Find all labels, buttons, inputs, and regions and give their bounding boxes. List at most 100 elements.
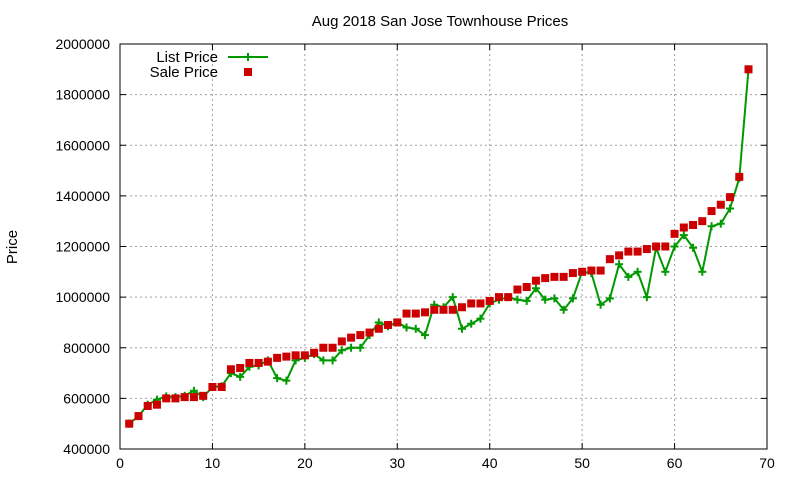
legend-label-sale-price: Sale Price <box>150 64 218 81</box>
sale-price-point <box>448 305 457 314</box>
sale-price-point <box>707 207 716 216</box>
sale-price-point <box>319 343 328 352</box>
legend-label-list-price: List Price <box>156 49 218 66</box>
sale-price-point <box>550 272 559 281</box>
sale-price-point <box>670 229 679 238</box>
list-price-point <box>550 294 559 303</box>
x-tick-label: 10 <box>205 455 221 471</box>
list-price-point <box>707 222 716 231</box>
sale-price-point <box>661 242 670 251</box>
sale-price-point <box>504 293 513 302</box>
sale-price-point <box>143 401 152 410</box>
y-tick-label: 2000000 <box>55 36 110 52</box>
sale-price-point <box>291 351 300 360</box>
list-price-point <box>328 356 337 365</box>
list-price-point <box>615 260 624 269</box>
y-axis-title: Price <box>4 230 21 264</box>
sale-price-point <box>337 337 346 346</box>
sale-price-point <box>689 220 698 229</box>
sale-price-point <box>485 296 494 305</box>
sale-price-point <box>347 333 356 342</box>
list-price-point <box>319 356 328 365</box>
sale-price-point <box>393 318 402 327</box>
list-price-point <box>559 305 568 314</box>
list-price-point <box>716 219 725 228</box>
sale-price-point <box>171 394 180 403</box>
sale-price-point <box>374 324 383 333</box>
list-price-point <box>236 372 245 381</box>
x-tick-label: 60 <box>667 455 683 471</box>
sale-price-point <box>152 400 161 409</box>
legend: List Price Sale Price <box>150 49 268 81</box>
sale-price-point <box>421 308 430 317</box>
plot-frame <box>119 43 768 450</box>
list-price-point <box>596 300 605 309</box>
sale-price-point <box>430 305 439 314</box>
sale-price-point <box>467 299 476 308</box>
sale-price-point <box>226 365 235 374</box>
sale-price-point <box>652 242 661 251</box>
legend-swatch-list-price <box>228 53 268 61</box>
sale-price-point <box>615 251 624 260</box>
sale-price-point <box>439 305 448 314</box>
sale-price-point <box>134 412 143 421</box>
y-tick-label: 400000 <box>63 441 110 457</box>
x-tick-label: 70 <box>759 455 775 471</box>
y-tick-label: 1000000 <box>55 289 110 305</box>
sale-price-point <box>356 331 365 340</box>
list-price-point <box>273 374 282 383</box>
list-price-point <box>670 242 679 251</box>
sale-price-point <box>531 276 540 285</box>
list-price-point <box>448 293 457 302</box>
sale-price-point <box>245 358 254 367</box>
list-price-point <box>411 324 420 333</box>
sale-price-point <box>365 328 374 337</box>
sale-price-point <box>310 348 319 357</box>
list-price-point <box>698 267 707 276</box>
list-price-point <box>457 324 466 333</box>
sale-price-point <box>716 200 725 209</box>
legend-square-marker <box>244 68 252 76</box>
sale-price-point <box>494 293 503 302</box>
y-tick-label: 600000 <box>63 390 110 406</box>
sale-price-point <box>411 309 420 318</box>
sale-price-point <box>587 266 596 275</box>
sale-price-point <box>300 351 309 360</box>
x-tick-label: 40 <box>482 455 498 471</box>
sale-price-point <box>162 394 171 403</box>
data-series <box>125 65 753 428</box>
sale-price-point <box>605 255 614 264</box>
list-price-point <box>531 284 540 293</box>
sale-price-point <box>633 247 642 256</box>
sale-price-point <box>541 274 550 283</box>
sale-price-point <box>263 357 272 366</box>
list-price-point <box>568 294 577 303</box>
sale-price-point <box>679 223 688 232</box>
sale-price-point <box>328 343 337 352</box>
sale-price-point <box>199 391 208 400</box>
list-price-point <box>347 343 356 352</box>
sale-price-point <box>596 266 605 275</box>
x-tick-label: 20 <box>297 455 313 471</box>
list-price-point <box>522 296 531 305</box>
list-price-point <box>642 293 651 302</box>
x-tick-label: 30 <box>389 455 405 471</box>
sale-price-point <box>125 419 134 428</box>
list-price-point <box>356 343 365 352</box>
list-price-point <box>689 243 698 252</box>
sale-price-point <box>522 283 531 291</box>
list-price-point <box>679 231 688 240</box>
sale-price-point <box>384 320 393 329</box>
sale-price-point <box>624 247 633 256</box>
sale-price-point <box>254 358 263 367</box>
y-tick-label: 800000 <box>63 340 110 356</box>
sale-price-point <box>180 393 189 402</box>
list-price-point <box>633 267 642 276</box>
tick-labels: 0 10 20 30 40 50 60 70 400000 600000 800000 1000000… <box>55 36 775 471</box>
sale-price-point <box>402 309 411 318</box>
x-tick-label: 50 <box>574 455 590 471</box>
y-tick-label: 1800000 <box>55 87 110 103</box>
sale-price-point <box>457 303 466 312</box>
